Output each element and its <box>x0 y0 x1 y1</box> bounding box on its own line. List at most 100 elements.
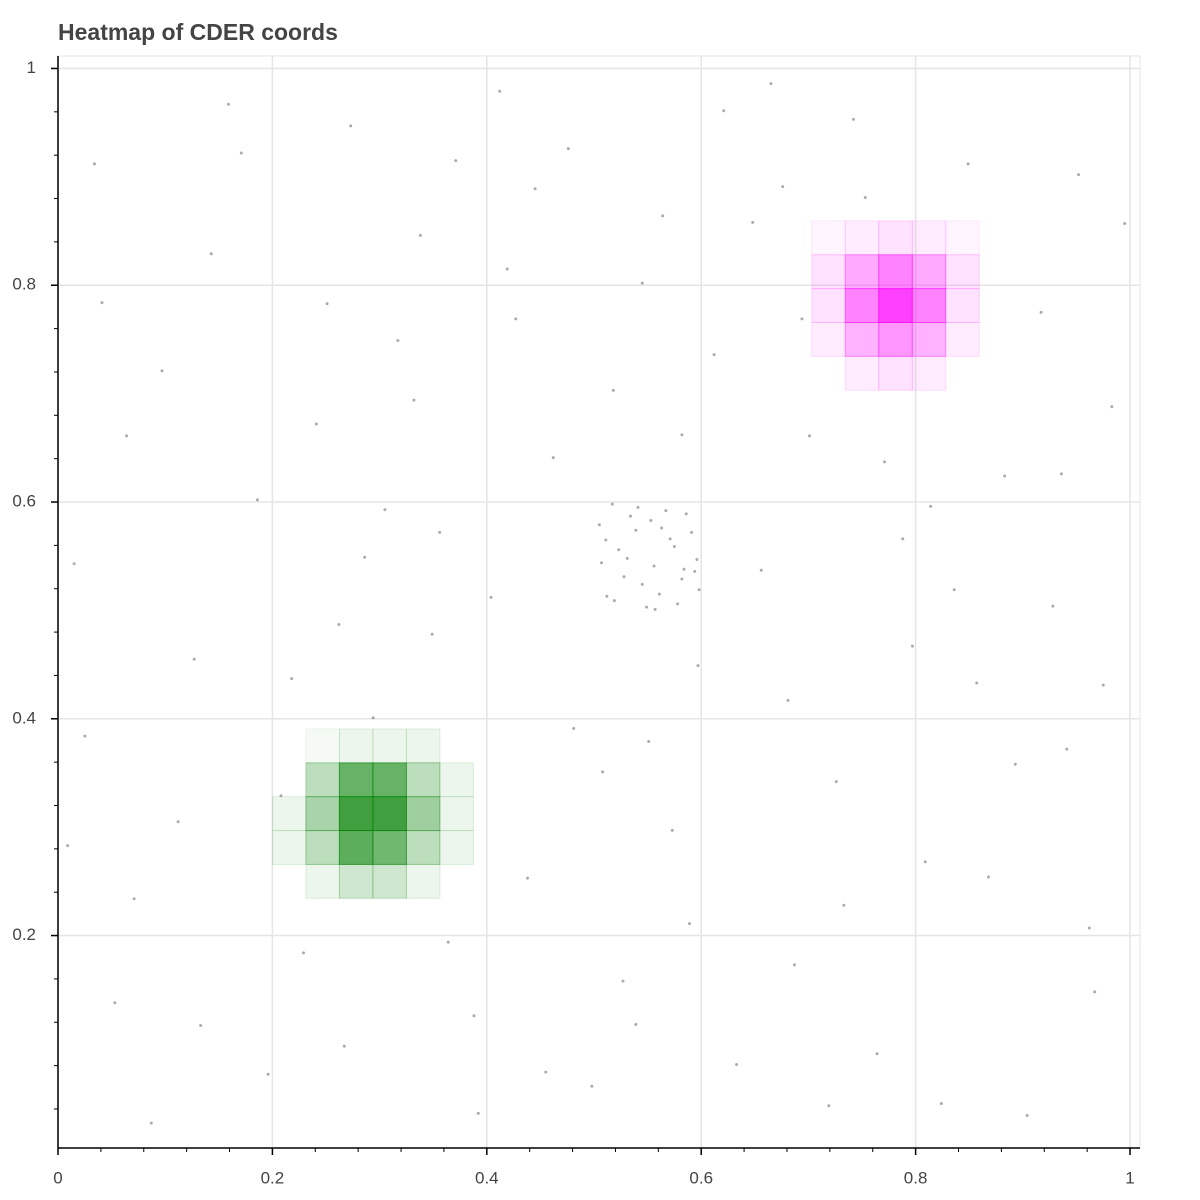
heat-cell <box>305 796 340 832</box>
heat-cell <box>911 288 947 323</box>
scatter-point <box>605 594 609 598</box>
scatter-point <box>160 369 164 373</box>
heat-cell <box>405 796 441 832</box>
heat-cell <box>305 762 340 798</box>
heat-cell <box>372 762 407 798</box>
heat-cell <box>878 254 913 290</box>
heat-cell <box>372 830 407 865</box>
heat-cell <box>405 762 441 798</box>
heat-cell <box>878 355 913 391</box>
scatter-point <box>670 828 674 832</box>
heat-cell <box>878 288 913 323</box>
x-tick-label: 1 <box>1125 1168 1134 1187</box>
scatter-point <box>975 681 979 685</box>
scatter-point <box>590 1084 594 1088</box>
scatter-point <box>612 599 616 603</box>
scatter-point <box>472 1014 476 1018</box>
scatter-point <box>625 556 629 560</box>
scatter-point <box>266 1072 270 1076</box>
scatter-point <box>125 434 129 438</box>
scatter-point <box>680 577 684 581</box>
scatter-point <box>647 740 651 744</box>
heat-cell <box>945 321 980 357</box>
scatter-point <box>66 844 70 848</box>
scatter-point <box>526 876 530 880</box>
scatter-point <box>92 162 96 166</box>
heat-cell <box>338 762 374 798</box>
x-tick-label: 0.2 <box>261 1168 285 1187</box>
heat-cell <box>911 220 947 256</box>
scatter-point <box>301 951 305 955</box>
y-tick-label: 0.2 <box>12 925 36 944</box>
scatter-point <box>751 220 755 224</box>
heat-cell <box>338 863 374 899</box>
scatter-point <box>132 897 136 901</box>
heat-cell <box>372 728 407 764</box>
scatter <box>66 82 1127 1125</box>
scatter-point <box>209 252 213 256</box>
scatter-point <box>628 514 632 518</box>
heat-cell <box>271 796 307 832</box>
heat-cell <box>405 830 441 865</box>
scatter-point <box>690 530 694 534</box>
heat-cell <box>811 220 846 256</box>
scatter-point <box>652 564 656 568</box>
heat-cell <box>439 830 474 865</box>
scatter-point <box>342 1044 346 1048</box>
scatter-point <box>697 588 701 592</box>
scatter-point <box>622 575 626 579</box>
scatter-point <box>842 903 846 907</box>
scatter-point <box>680 433 684 437</box>
heat-cell <box>878 321 913 357</box>
scatter-point <box>660 526 664 530</box>
scatter-point <box>759 568 763 572</box>
heat-cell <box>945 254 980 290</box>
scatter-point <box>566 147 570 151</box>
heat-cell <box>844 321 880 357</box>
x-tick-label: 0.4 <box>475 1168 499 1187</box>
scatter-point <box>1087 926 1091 930</box>
scatter-point <box>834 780 838 784</box>
scatter-point <box>807 434 811 438</box>
scatter-point <box>664 509 668 513</box>
scatter-point <box>430 632 434 636</box>
y-tick-label: 0.6 <box>12 491 36 510</box>
scatter-point <box>634 528 638 532</box>
scatter-point <box>649 518 653 522</box>
scatter-point <box>476 1111 480 1115</box>
scatter-point <box>617 548 621 552</box>
scatter-point <box>337 622 341 626</box>
heat-cell <box>372 796 407 832</box>
scatter-point <box>682 567 686 571</box>
scatter-point <box>695 557 699 561</box>
scatter-point <box>412 398 416 402</box>
scatter-point <box>505 267 509 271</box>
scatter-point <box>1039 310 1043 314</box>
scatter-point <box>684 512 688 516</box>
scatter-point <box>735 1063 739 1067</box>
scatter-point <box>290 677 294 681</box>
scatter-point <box>279 794 283 798</box>
scatter-point <box>1110 405 1114 409</box>
scatter-point <box>1059 472 1063 476</box>
x-tick-label: 0.6 <box>689 1168 713 1187</box>
scatter-point <box>199 1024 203 1028</box>
scatter-point <box>418 233 422 237</box>
heat-cell <box>945 288 980 323</box>
scatter-point <box>610 502 614 506</box>
heat-cell <box>439 796 474 832</box>
scatter-point <box>800 317 804 321</box>
scatter-point <box>653 607 657 611</box>
scatter-point <box>325 302 329 306</box>
scatter-point <box>901 537 905 541</box>
scatter-point <box>498 89 502 93</box>
scatter-point <box>239 151 243 155</box>
x-tick-label: 0.8 <box>904 1168 928 1187</box>
heat-cell <box>811 288 846 323</box>
scatter-point <box>255 498 259 502</box>
heat-cell <box>811 321 846 357</box>
scatter-point <box>786 698 790 702</box>
scatter-point <box>1077 173 1081 177</box>
scatter-point <box>226 102 230 106</box>
